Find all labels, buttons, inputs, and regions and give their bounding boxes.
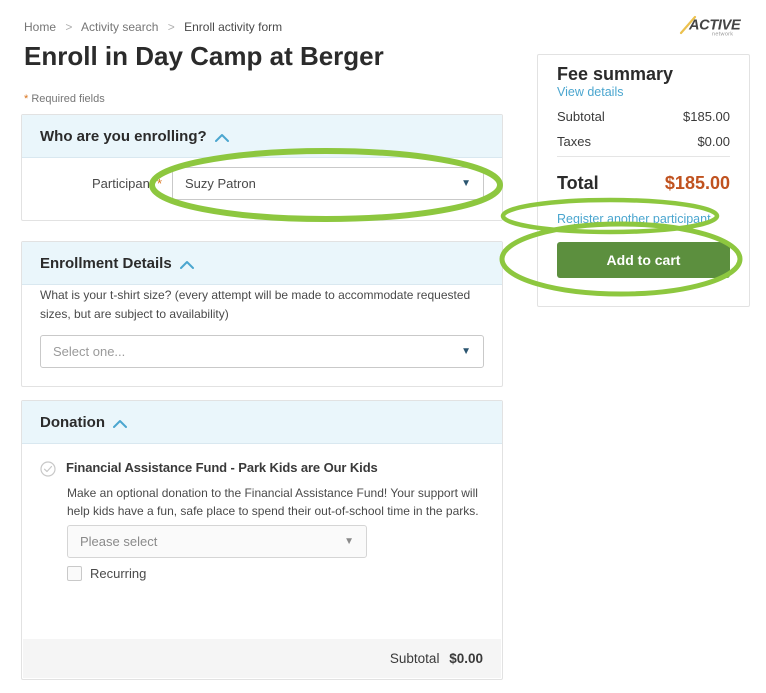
svg-text:network: network [712,32,733,38]
